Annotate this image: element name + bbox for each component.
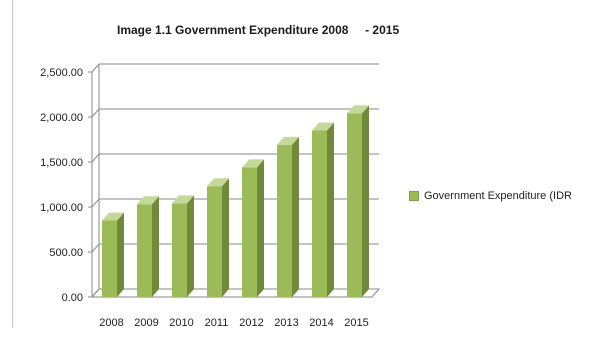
gridline	[91, 108, 379, 118]
chart-title: Image 1.1 Government Expenditure 2008 - …	[117, 23, 400, 37]
bar	[102, 212, 124, 297]
gridline	[91, 243, 379, 253]
bar	[312, 122, 334, 297]
x-axis-floor	[90, 288, 381, 298]
y-tick-label: 2,000.00	[40, 112, 83, 124]
x-tick-label: 2010	[169, 317, 193, 329]
gridline	[91, 198, 379, 208]
gridline	[91, 153, 379, 163]
gridline	[91, 63, 379, 73]
bar	[172, 195, 194, 297]
chart-frame-border	[12, 0, 13, 328]
gridline	[91, 288, 379, 298]
y-tick-label: 1,500.00	[40, 157, 83, 169]
legend-label: Government Expenditure (IDR	[424, 190, 572, 202]
x-tick-label: 2011	[205, 317, 229, 329]
x-tick-label: 2008	[99, 317, 123, 329]
x-tick-label: 2012	[239, 317, 263, 329]
y-tick-label: 2,500.00	[40, 67, 83, 79]
bar	[207, 178, 229, 297]
y-tick-label: 0.00	[62, 292, 83, 304]
x-tick-label: 2013	[274, 317, 298, 329]
bar	[347, 105, 369, 298]
bar	[277, 136, 299, 297]
bar	[242, 159, 264, 297]
bar	[137, 196, 159, 297]
x-tick-label: 2014	[309, 317, 333, 329]
x-tick-label: 2015	[344, 317, 368, 329]
y-tick-label: 500.00	[49, 247, 83, 259]
x-tick-label: 2009	[134, 317, 158, 329]
y-tick-label: 1,000.00	[40, 202, 83, 214]
legend: Government Expenditure (IDR	[409, 190, 572, 202]
legend-swatch	[409, 191, 419, 201]
